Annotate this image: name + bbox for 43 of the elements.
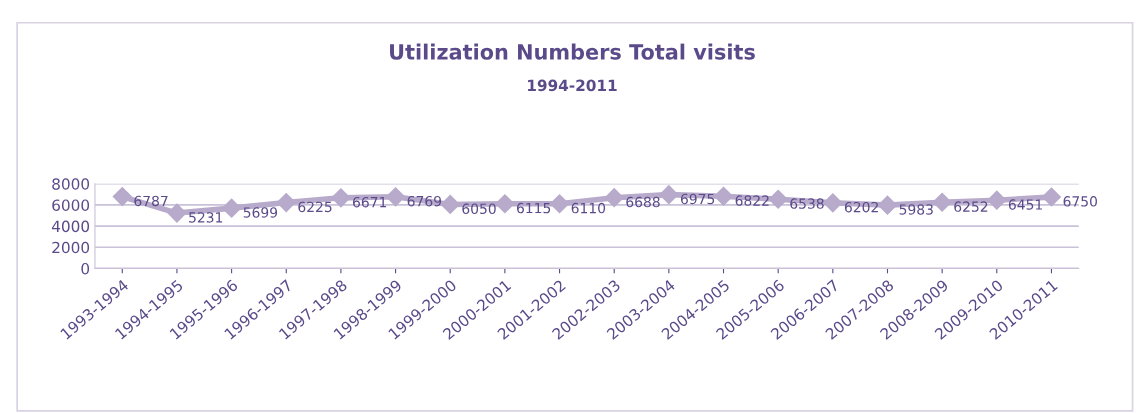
y-tick-label: 4000: [51, 220, 90, 233]
data-label: 6769: [407, 195, 442, 207]
point: [659, 185, 679, 205]
point: [276, 193, 296, 213]
data-label: 6975: [680, 193, 715, 205]
point: [386, 187, 406, 207]
point: [877, 195, 898, 215]
y-tick-label: 0: [81, 262, 90, 275]
data-label: 6671: [352, 196, 387, 208]
data-label: 6252: [954, 201, 988, 212]
data-label: 6688: [626, 196, 660, 208]
data-label: 6110: [571, 202, 606, 214]
y-tick-label: 6000: [52, 199, 90, 211]
point: [440, 194, 460, 214]
data-label: 5231: [189, 212, 223, 223]
data-label: 6115: [516, 202, 551, 214]
data-label: 6787: [134, 195, 168, 207]
point: [1041, 187, 1061, 207]
chart-title: Utilization Numbers Total visits: [390, 43, 755, 60]
point: [495, 194, 515, 214]
y-tick-label: 8000: [52, 178, 90, 190]
data-label: 5699: [243, 207, 278, 218]
data-label: 6225: [298, 201, 332, 213]
point: [331, 188, 351, 208]
point: [167, 203, 187, 223]
data-label: 6451: [1008, 199, 1042, 210]
point: [713, 186, 734, 206]
point: [112, 187, 132, 207]
point: [222, 198, 242, 218]
point: [768, 189, 788, 209]
point: [932, 192, 952, 212]
point: [550, 194, 570, 214]
data-label: 6822: [735, 195, 769, 206]
chart-subtitle: 1994-2011: [528, 79, 617, 92]
point: [823, 193, 843, 213]
data-label: 6050: [462, 203, 496, 215]
data-label: 6538: [790, 198, 824, 209]
data-label: 5983: [899, 204, 933, 215]
point: [604, 188, 624, 208]
point: [987, 190, 1007, 210]
data-label: 6750: [1063, 196, 1097, 207]
y-tick-label: 2000: [52, 241, 90, 254]
data-label: 6202: [844, 201, 878, 213]
